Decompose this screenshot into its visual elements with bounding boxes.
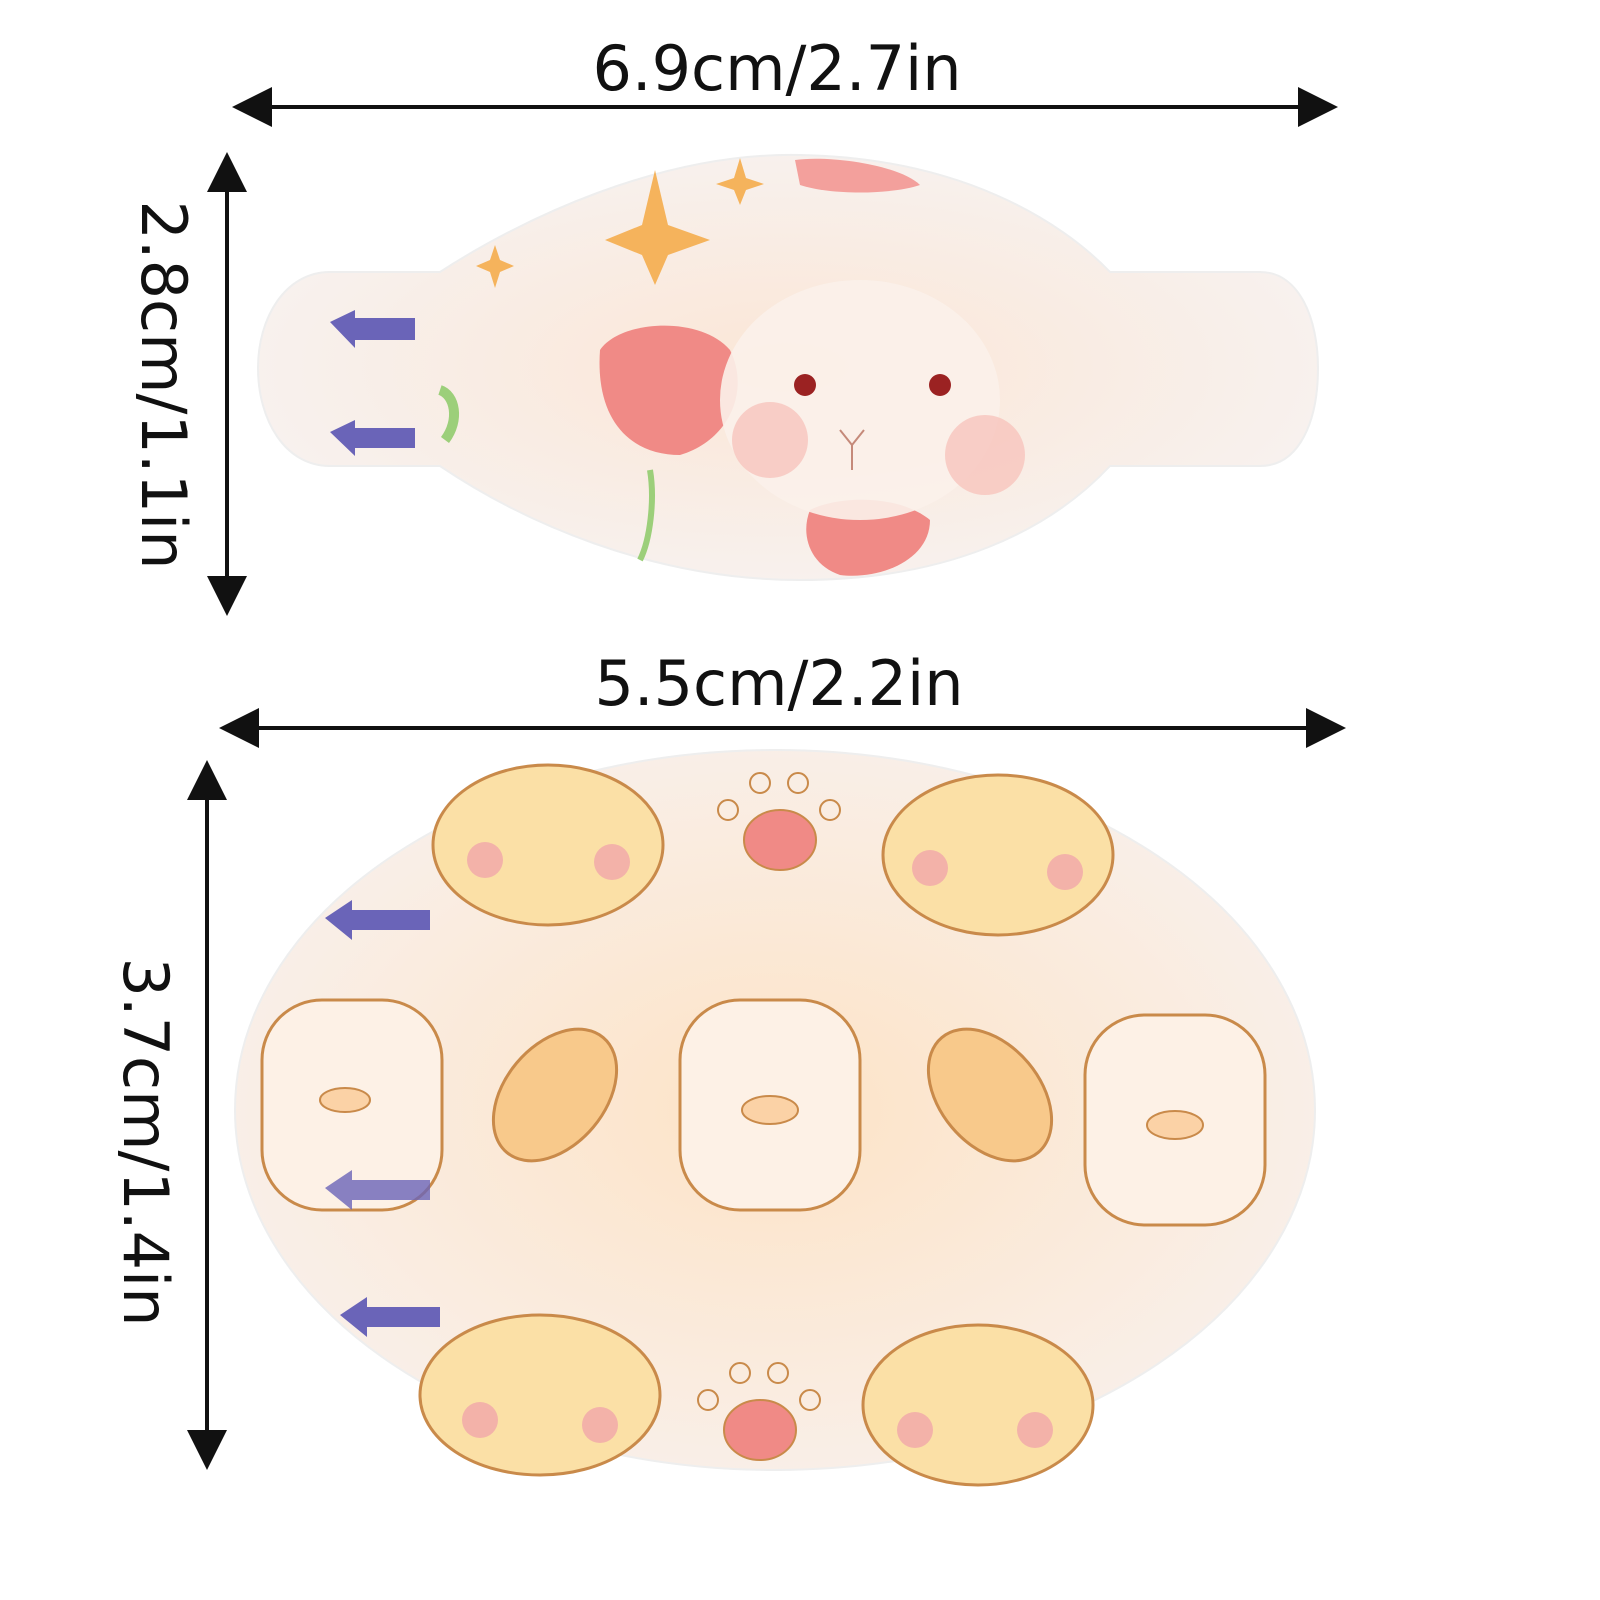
flower-icon (599, 325, 738, 455)
flower-icon (806, 499, 930, 576)
arrow-tab-icon (330, 420, 415, 456)
bread-icon (491, 1027, 619, 1163)
top-width-label: 6.9cm/2.7in (592, 32, 962, 105)
arrow-tab-icon (330, 310, 415, 348)
cat-face (881, 773, 1115, 937)
arrow-tab-icon (325, 1170, 430, 1210)
arrow-tab-icon (340, 1297, 440, 1337)
star-icon (476, 245, 514, 288)
star-icon (605, 170, 710, 285)
bunny-eye (794, 374, 816, 396)
cat-face (861, 1323, 1095, 1487)
cat-face (431, 763, 665, 927)
bread-icon (926, 1027, 1054, 1163)
bottom-height-label: 3.7cm/1.4in (109, 957, 182, 1327)
paw-print-icon (697, 772, 841, 1461)
bottom-width-label: 5.5cm/2.2in (594, 647, 964, 720)
cat-face (418, 1313, 662, 1477)
top-eye-patch (256, 153, 1320, 582)
star-icon (716, 158, 764, 205)
top-height-label: 2.8cm/1.1in (127, 200, 200, 570)
bunny-eye (929, 374, 951, 396)
arrow-tab-icon (325, 900, 430, 940)
bottom-eye-patch (234, 749, 1316, 1487)
